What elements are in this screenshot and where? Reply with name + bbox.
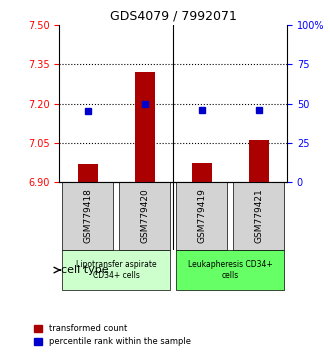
Text: GSM779421: GSM779421 <box>254 189 263 244</box>
Bar <box>78 164 98 182</box>
Text: GSM779420: GSM779420 <box>140 189 149 244</box>
FancyBboxPatch shape <box>119 182 170 250</box>
FancyBboxPatch shape <box>176 182 227 250</box>
Text: GSM779419: GSM779419 <box>197 189 206 244</box>
Legend: transformed count, percentile rank within the sample: transformed count, percentile rank withi… <box>31 321 194 350</box>
Text: GSM779418: GSM779418 <box>83 189 92 244</box>
Bar <box>192 162 212 182</box>
FancyBboxPatch shape <box>62 250 170 290</box>
FancyBboxPatch shape <box>62 182 114 250</box>
Bar <box>135 72 155 182</box>
Bar <box>249 140 269 182</box>
Text: Leukapheresis CD34+
cells: Leukapheresis CD34+ cells <box>188 260 273 280</box>
Title: GDS4079 / 7992071: GDS4079 / 7992071 <box>110 9 237 22</box>
Text: Lipotransfer aspirate
CD34+ cells: Lipotransfer aspirate CD34+ cells <box>76 260 157 280</box>
Text: cell type: cell type <box>60 265 108 275</box>
FancyBboxPatch shape <box>233 182 284 250</box>
FancyBboxPatch shape <box>176 250 284 290</box>
